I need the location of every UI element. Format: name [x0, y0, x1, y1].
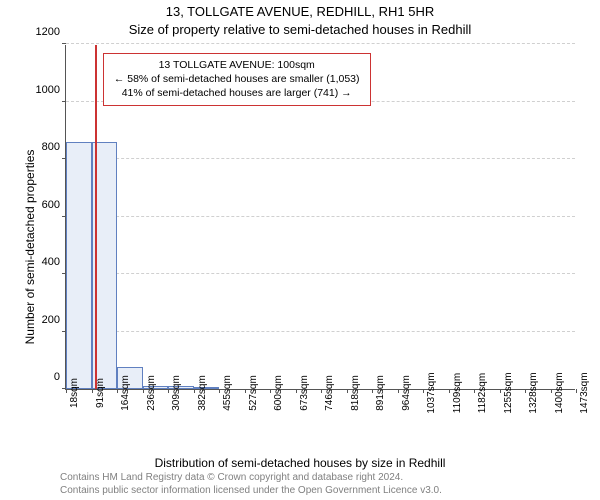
- chart-title-line1: 13, TOLLGATE AVENUE, REDHILL, RH1 5HR: [0, 4, 600, 19]
- xtick-mark: [168, 389, 169, 393]
- xtick-label: 455sqm: [222, 375, 233, 411]
- xtick-mark: [66, 389, 67, 393]
- xtick-mark: [194, 389, 195, 393]
- chart-container: 13, TOLLGATE AVENUE, REDHILL, RH1 5HR Si…: [0, 0, 600, 500]
- info-box-line3: 41% of semi-detached houses are larger (…: [114, 86, 360, 100]
- xtick-mark: [117, 389, 118, 393]
- xtick-label: 891sqm: [375, 375, 386, 411]
- xtick-label: 1182sqm: [477, 373, 488, 413]
- ytick-label: 0: [54, 371, 60, 383]
- xtick-mark: [219, 389, 220, 393]
- xtick-label: 1037sqm: [426, 372, 437, 413]
- xtick-label: 1109sqm: [452, 373, 463, 413]
- xtick-mark: [500, 389, 501, 393]
- xtick-label: 1255sqm: [503, 372, 514, 413]
- gridline: [66, 331, 575, 332]
- footer-line2: Contains public sector information licen…: [60, 484, 442, 497]
- xtick-mark: [398, 389, 399, 393]
- xtick-label: 1328sqm: [528, 372, 539, 413]
- xtick-mark: [423, 389, 424, 393]
- histogram-bar: [66, 142, 92, 389]
- x-axis-label: Distribution of semi-detached houses by …: [0, 456, 600, 470]
- ytick-label: 800: [42, 141, 60, 153]
- info-box: 13 TOLLGATE AVENUE: 100sqm ← 58% of semi…: [103, 53, 371, 106]
- ytick-mark: [62, 101, 66, 102]
- xtick-label: 18sqm: [69, 378, 80, 408]
- ytick-label: 600: [42, 199, 60, 211]
- ytick-mark: [62, 43, 66, 44]
- plot-area: 02004006008001000120018sqm91sqm164sqm236…: [65, 45, 575, 390]
- xtick-mark: [270, 389, 271, 393]
- y-axis-label: Number of semi-detached properties: [23, 77, 37, 417]
- ytick-label: 400: [42, 256, 60, 268]
- xtick-label: 527sqm: [248, 375, 259, 411]
- gridline: [66, 158, 575, 159]
- footer-attribution: Contains HM Land Registry data © Crown c…: [60, 471, 442, 497]
- xtick-mark: [474, 389, 475, 393]
- info-box-line1: 13 TOLLGATE AVENUE: 100sqm: [114, 58, 360, 72]
- xtick-label: 1400sqm: [554, 372, 565, 413]
- footer-line1: Contains HM Land Registry data © Crown c…: [60, 471, 442, 484]
- gridline: [66, 273, 575, 274]
- xtick-mark: [525, 389, 526, 393]
- ytick-label: 1200: [36, 26, 60, 38]
- xtick-label: 164sqm: [120, 375, 131, 411]
- xtick-mark: [296, 389, 297, 393]
- xtick-label: 600sqm: [273, 375, 284, 411]
- xtick-mark: [449, 389, 450, 393]
- xtick-label: 673sqm: [299, 375, 310, 411]
- xtick-label: 1473sqm: [579, 372, 590, 413]
- xtick-label: 818sqm: [350, 375, 361, 411]
- xtick-mark: [551, 389, 552, 393]
- gridline: [66, 43, 575, 44]
- xtick-mark: [576, 389, 577, 393]
- ytick-label: 200: [42, 314, 60, 326]
- xtick-mark: [143, 389, 144, 393]
- xtick-mark: [321, 389, 322, 393]
- xtick-mark: [245, 389, 246, 393]
- xtick-mark: [347, 389, 348, 393]
- xtick-label: 236sqm: [146, 375, 157, 411]
- ytick-label: 1000: [36, 84, 60, 96]
- property-marker-line: [95, 45, 97, 389]
- xtick-label: 309sqm: [171, 375, 182, 411]
- gridline: [66, 216, 575, 217]
- info-box-line2: ← 58% of semi-detached houses are smalle…: [114, 72, 360, 86]
- xtick-label: 746sqm: [324, 375, 335, 411]
- xtick-label: 964sqm: [401, 375, 412, 411]
- xtick-label: 382sqm: [197, 375, 208, 411]
- xtick-mark: [372, 389, 373, 393]
- chart-title-line2: Size of property relative to semi-detach…: [0, 22, 600, 37]
- xtick-mark: [92, 389, 93, 393]
